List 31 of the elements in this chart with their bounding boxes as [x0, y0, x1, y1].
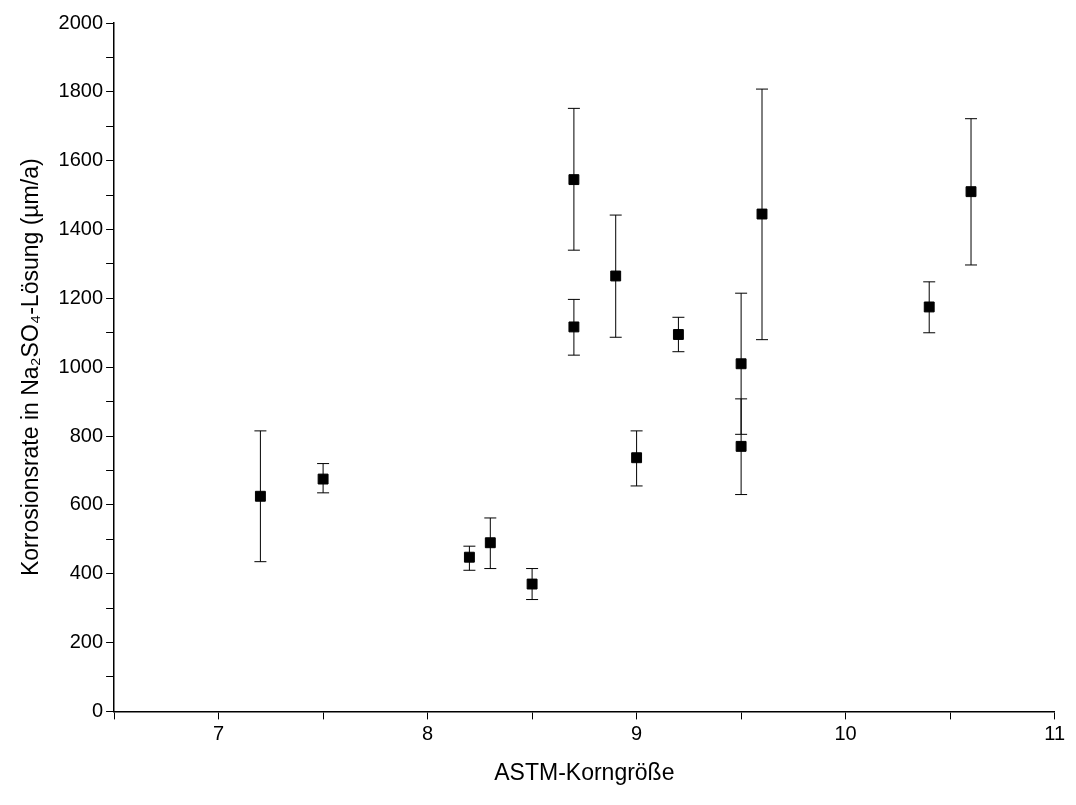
point: [254, 490, 266, 502]
point: [610, 270, 622, 282]
y-tick-label: 1600: [58, 148, 104, 171]
y-tick-label: 0: [91, 698, 104, 721]
y-tick-label: 1800: [58, 79, 104, 102]
y-tick-label: 200: [69, 630, 104, 653]
point: [463, 551, 475, 563]
x-tick-label: 7: [213, 721, 225, 744]
point: [756, 208, 768, 220]
y-tick-label: 1400: [58, 217, 104, 240]
point: [568, 321, 580, 333]
point: [672, 329, 684, 340]
x-tick-label: 10: [834, 721, 857, 744]
y-tick-label: 400: [69, 561, 104, 584]
point: [965, 186, 977, 198]
y-tick-label: 600: [69, 492, 104, 515]
point: [923, 301, 935, 313]
point: [484, 537, 496, 549]
x-tick-label: 8: [422, 721, 434, 744]
y-tick-label: 1200: [58, 285, 104, 308]
y-axis-title: Korrosionsrate in Na₂SO₄-Lösung (µm/a): [17, 158, 44, 577]
point: [568, 174, 580, 186]
x-axis-title: ASTM-Korngröße: [494, 758, 675, 785]
point: [526, 578, 538, 590]
x-tick-label: 11: [1044, 721, 1065, 744]
x-tick-label: 9: [631, 721, 643, 744]
point: [631, 452, 643, 464]
point: [317, 473, 329, 485]
y-tick-label: 1000: [58, 354, 104, 377]
y-tick-label: 2000: [58, 10, 104, 33]
y-tick-label: 800: [69, 423, 104, 446]
